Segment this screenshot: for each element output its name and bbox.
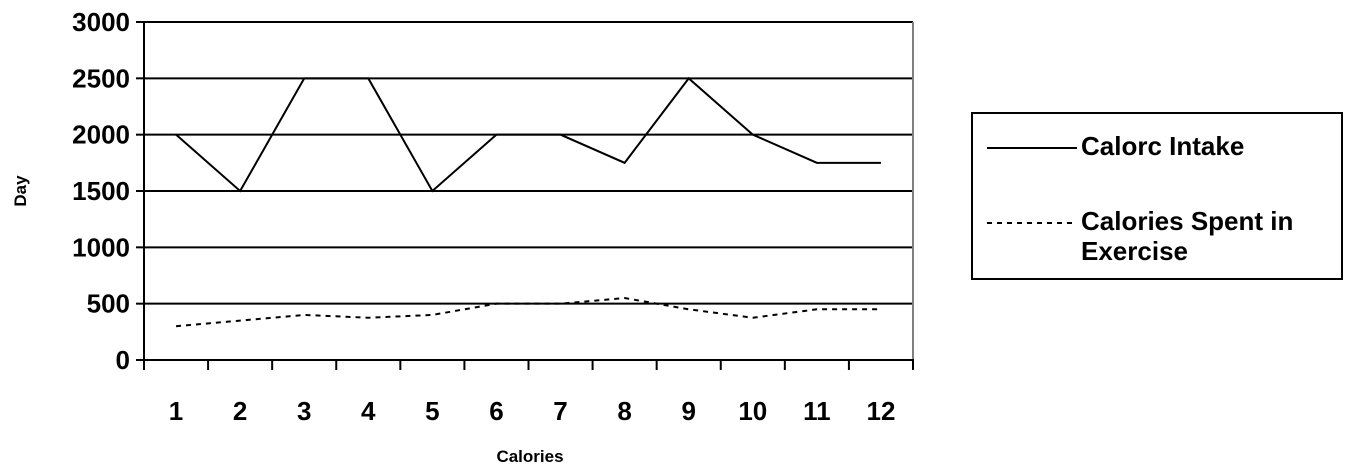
- x-tick-label-3: 3: [297, 396, 311, 426]
- y-axis-ticks: 0 500 1000 1500 2000 2500 3000: [72, 7, 144, 375]
- y-tick-label-0: 0: [116, 345, 130, 375]
- y-tick-label-500: 500: [87, 289, 130, 319]
- x-tick-label-12: 12: [866, 396, 895, 426]
- gridlines: [144, 21, 913, 305]
- x-axis-ticks: 1 2 3 4 5 6 7 8 9 10 11 12: [143, 360, 914, 426]
- y-tick-label-1500: 1500: [72, 176, 130, 206]
- y-tick-label-1000: 1000: [72, 232, 130, 262]
- x-tick-label-10: 10: [738, 396, 767, 426]
- legend-item-intake: Calorc Intake: [987, 131, 1331, 161]
- x-axis-title: Calories: [496, 447, 563, 466]
- x-tick-label-5: 5: [425, 396, 439, 426]
- x-tick-label-8: 8: [617, 396, 631, 426]
- legend-label-intake: Calorc Intake: [1081, 131, 1245, 161]
- legend: Calorc Intake Calories Spent in Exercise: [971, 112, 1343, 280]
- x-tick-label-1: 1: [169, 396, 183, 426]
- series-line-calorie-intake: [175, 76, 881, 193]
- x-tick-label-2: 2: [233, 396, 247, 426]
- x-tick-label-11: 11: [803, 396, 831, 426]
- y-tick-label-2000: 2000: [72, 120, 130, 150]
- x-tick-label-4: 4: [361, 396, 376, 426]
- series-lines: [175, 76, 881, 328]
- legend-swatch-solid: [987, 147, 1077, 149]
- series-line-calories-exercise: [175, 297, 881, 328]
- legend-item-exercise: Calories Spent in Exercise: [987, 206, 1331, 266]
- y-tick-label-2500: 2500: [72, 63, 130, 93]
- y-axis-title: Day: [11, 175, 30, 207]
- y-tick-label-3000: 3000: [72, 7, 130, 37]
- legend-swatch-dashed: [987, 222, 1077, 224]
- x-tick-label-9: 9: [681, 396, 695, 426]
- x-tick-label-6: 6: [489, 396, 503, 426]
- x-tick-label-7: 7: [553, 396, 567, 426]
- legend-label-exercise: Calories Spent in Exercise: [1081, 206, 1294, 266]
